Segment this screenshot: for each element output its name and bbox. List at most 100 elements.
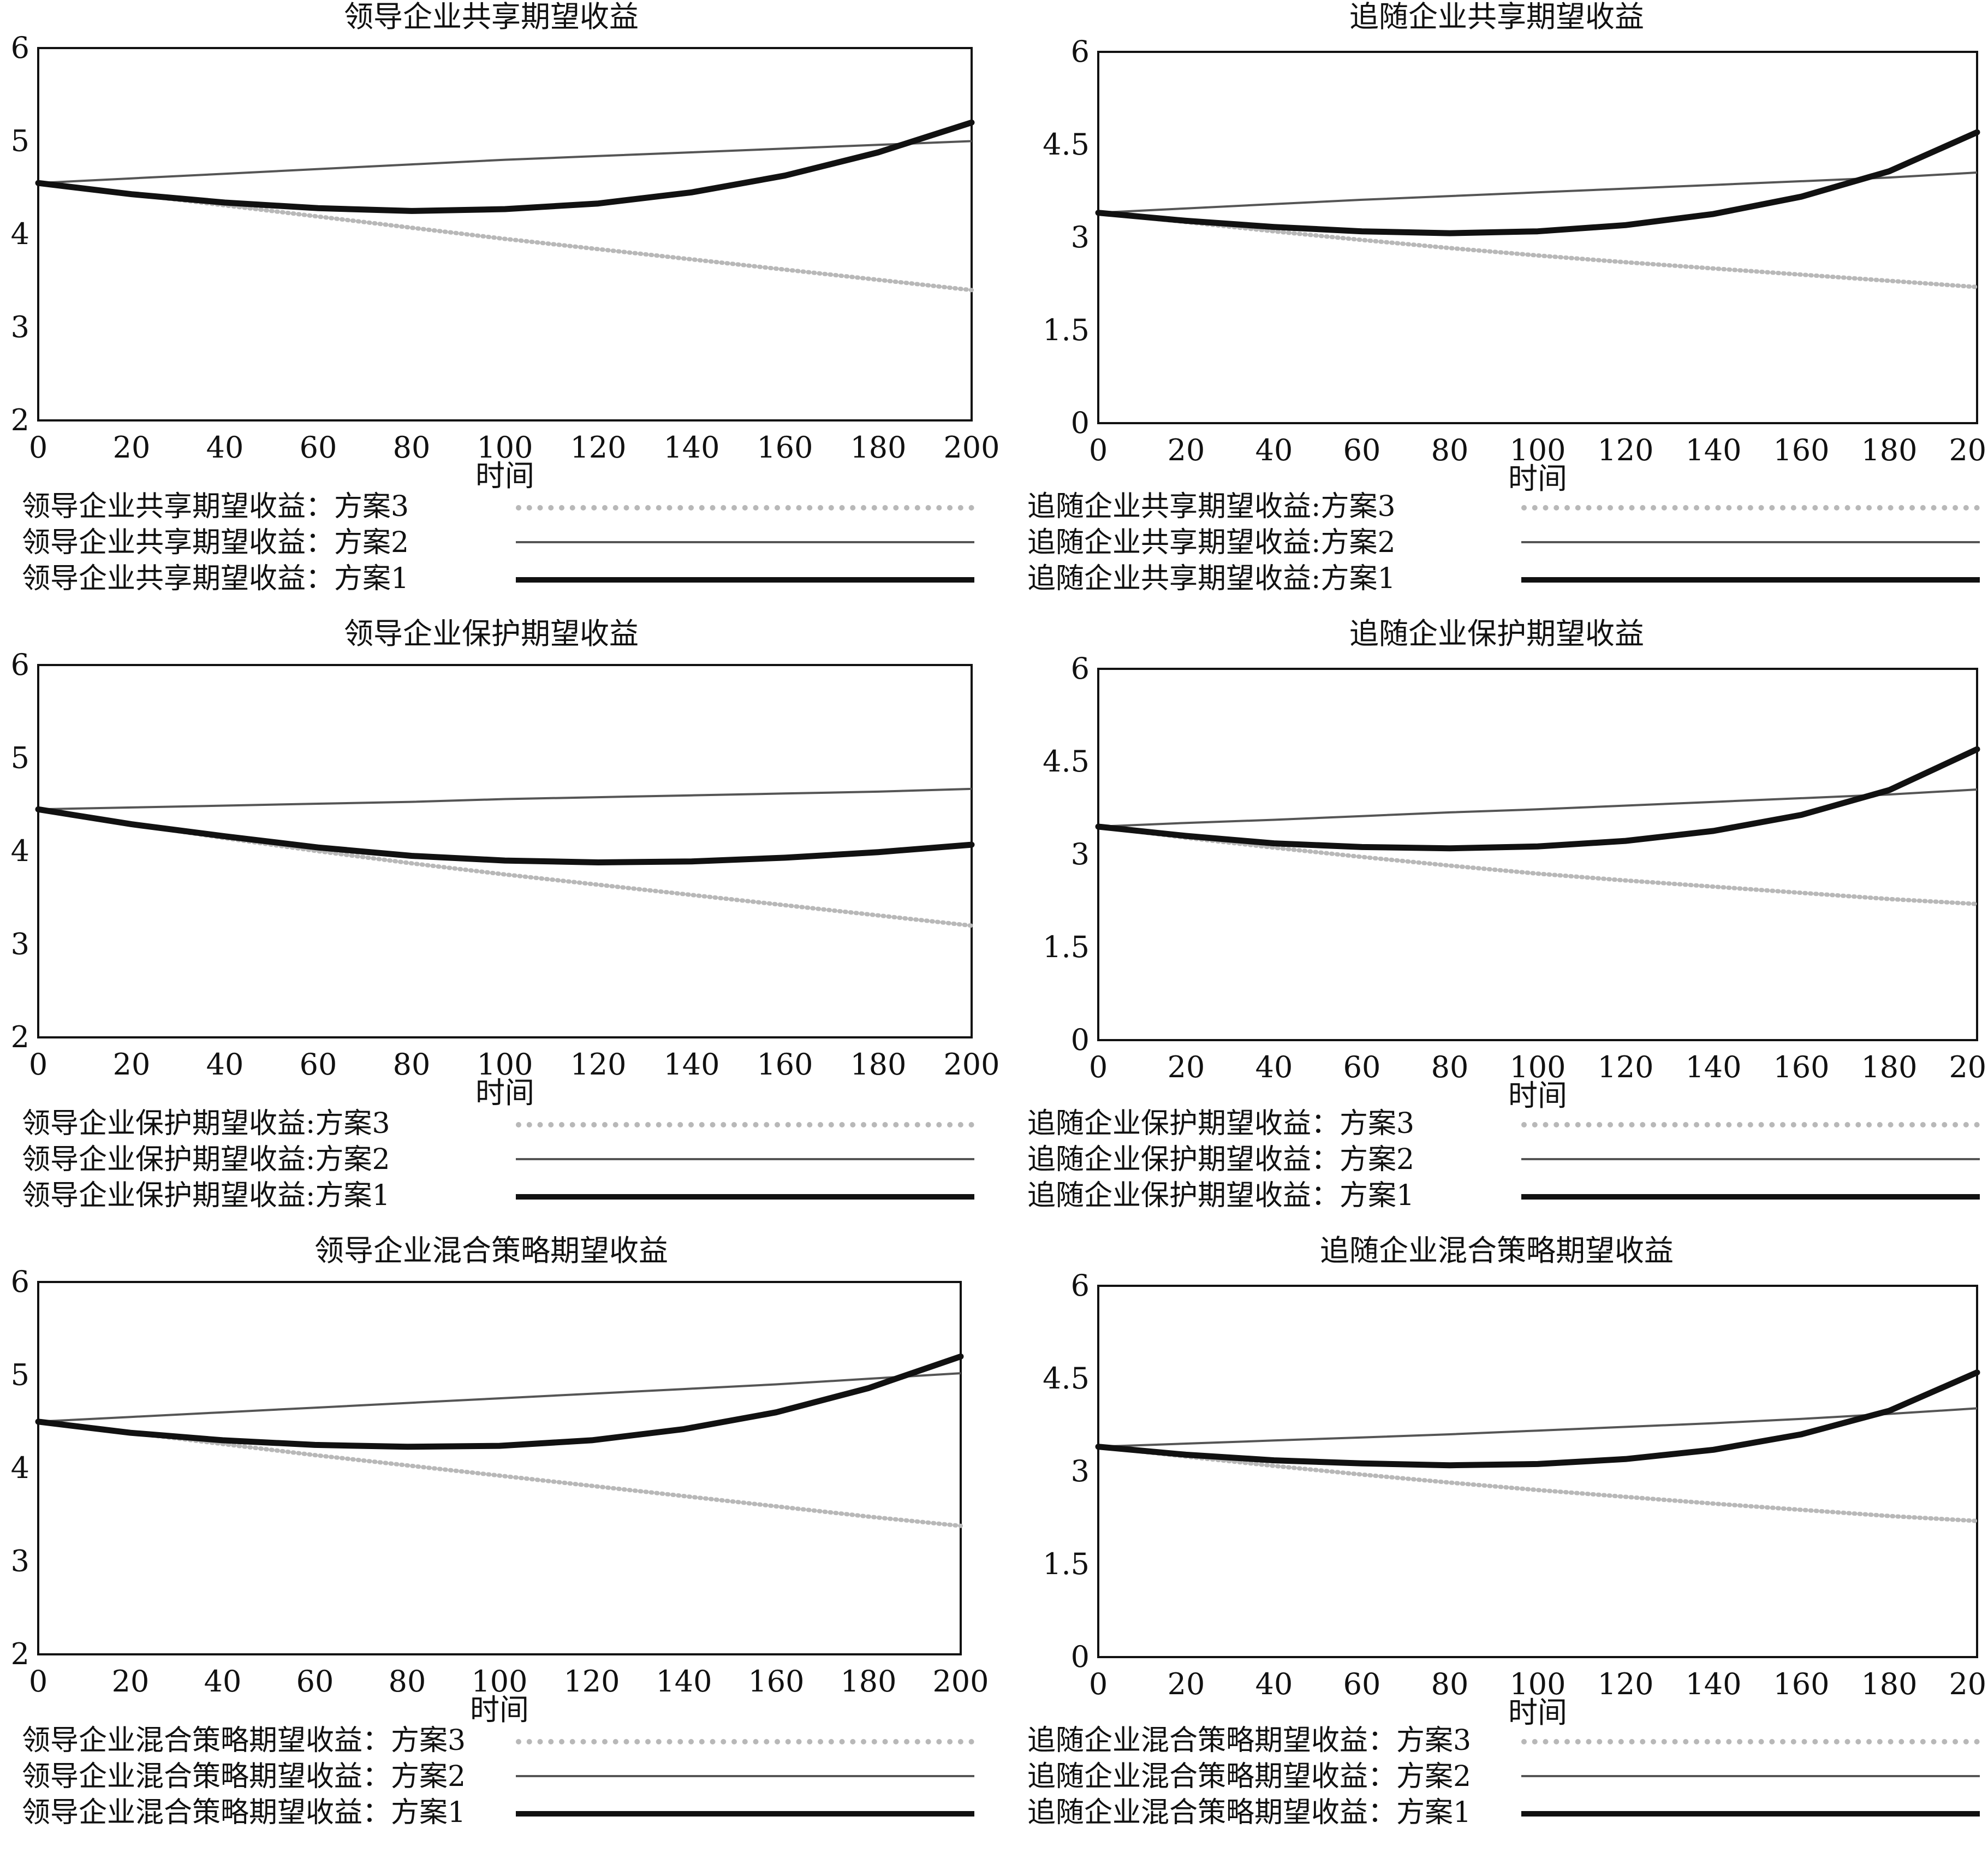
legend-label: 追随企业保护期望收益：方案3 (1027, 1107, 1415, 1140)
plot-frame (37, 47, 973, 422)
y-tick-label: 5 (11, 1358, 29, 1392)
series-line-scheme2 (38, 787, 972, 811)
y-tick-label: 6 (1071, 651, 1090, 686)
series-line-scheme1 (35, 806, 975, 865)
x-axis-label: 时间 (470, 1693, 529, 1727)
x-axis-label: 时间 (1508, 461, 1567, 496)
x-tick-label: 100 (1509, 1667, 1566, 1701)
legend-label: 领导企业保护期望收益:方案3 (22, 1107, 390, 1140)
x-tick-label: 120 (563, 1664, 620, 1699)
legend-swatch-scheme3 (1521, 1122, 1980, 1127)
legend-swatch-scheme2 (1521, 1775, 1980, 1777)
y-tick-label: 3 (1071, 220, 1090, 254)
legend-label: 追随企业混合策略期望收益：方案1 (1027, 1796, 1472, 1829)
x-tick-label: 20 (1168, 1050, 1205, 1084)
legend-item-scheme3: 追随企业保护期望收益：方案3 (1027, 1106, 1988, 1142)
x-tick-label: 200 (932, 1664, 989, 1699)
x-tick-label: 100 (477, 1047, 533, 1082)
y-tick-label: 6 (1071, 34, 1090, 69)
series-line-scheme3 (36, 807, 974, 928)
x-tick-label: 200 (1949, 433, 1988, 467)
y-tick-label: 6 (1071, 1268, 1090, 1303)
legend-label: 追随企业保护期望收益：方案2 (1027, 1143, 1415, 1176)
y-tick-label: 4 (11, 217, 29, 251)
series-line-scheme1 (1095, 746, 1980, 852)
legend-label: 追随企业共享期望收益:方案2 (1027, 526, 1396, 559)
y-tick-label: 6 (11, 31, 29, 65)
x-tick-label: 0 (29, 1047, 47, 1082)
x-tick-label: 100 (471, 1664, 527, 1699)
legend-swatch-scheme1 (1521, 1811, 1980, 1817)
series-line-scheme3 (1096, 1444, 1979, 1523)
legend-label: 追随企业混合策略期望收益：方案2 (1027, 1760, 1472, 1793)
panel-follower-sharing: 追随企业共享期望收益 0 1.5 3 4.5 6 0 20 40 60 80 100 120 140 16… (1005, 0, 1988, 609)
y-tick-label: 3 (11, 310, 29, 345)
legend-item-scheme2: 追随企业共享期望收益:方案2 (1027, 525, 1988, 561)
legend-swatch-scheme3 (1521, 1739, 1980, 1744)
x-tick-label: 200 (1949, 1050, 1988, 1084)
x-tick-label: 200 (1949, 1667, 1988, 1701)
x-tick-label: 80 (1431, 1667, 1469, 1701)
y-tick-label: 4.5 (1043, 744, 1090, 779)
x-tick-label: 140 (1685, 1667, 1741, 1701)
series-line-scheme2 (1098, 171, 1978, 214)
x-tick-label: 40 (1255, 1667, 1293, 1701)
x-tick-label: 20 (1168, 1667, 1205, 1701)
legend-item-scheme3: 领导企业共享期望收益：方案3 (22, 489, 983, 525)
legend-swatch-scheme2 (516, 1158, 974, 1160)
x-tick-label: 160 (748, 1664, 804, 1699)
legend-item-scheme1: 领导企业混合策略期望收益：方案1 (22, 1795, 983, 1831)
x-tick-label: 120 (1597, 1050, 1653, 1084)
legend-item-scheme2: 追随企业混合策略期望收益：方案2 (1027, 1759, 1988, 1795)
x-tick-label: 140 (656, 1664, 712, 1699)
legend-item-scheme1: 领导企业保护期望收益:方案1 (22, 1178, 983, 1214)
y-tick-label: 2 (11, 1020, 29, 1054)
series-line-scheme2 (38, 140, 972, 185)
legend-label: 领导企业保护期望收益:方案2 (22, 1143, 390, 1176)
legend-item-scheme2: 追随企业保护期望收益：方案2 (1027, 1142, 1988, 1178)
x-tick-label: 0 (29, 430, 47, 465)
x-tick-label: 40 (206, 1047, 244, 1082)
series-line-scheme1 (35, 1353, 964, 1450)
legend: 追随企业共享期望收益:方案3 追随企业共享期望收益:方案2 追随企业共享期望收益… (1027, 489, 1988, 597)
panel-title: 追随企业保护期望收益 (1349, 616, 1644, 651)
legend-item-scheme1: 领导企业共享期望收益：方案1 (22, 561, 983, 597)
legend-label: 领导企业共享期望收益：方案3 (22, 490, 409, 523)
x-tick-label: 20 (113, 430, 151, 465)
y-tick-label: 1.5 (1043, 930, 1090, 964)
legend-label: 领导企业混合策略期望收益：方案1 (22, 1796, 466, 1829)
x-tick-label: 20 (113, 1047, 151, 1082)
x-tick-label: 0 (1089, 1667, 1108, 1701)
x-tick-label: 100 (1509, 433, 1566, 467)
x-tick-label: 180 (850, 430, 906, 465)
legend-item-scheme3: 追随企业共享期望收益:方案3 (1027, 489, 1988, 525)
series-line-scheme2 (1098, 788, 1978, 828)
x-axis-label: 时间 (475, 459, 534, 493)
legend-item-scheme3: 领导企业混合策略期望收益：方案3 (22, 1723, 983, 1759)
legend-swatch-scheme2 (516, 1775, 974, 1777)
legend-item-scheme2: 领导企业混合策略期望收益：方案2 (22, 1759, 983, 1795)
x-tick-label: 120 (570, 1047, 626, 1082)
panel-title: 追随企业混合策略期望收益 (1320, 1233, 1674, 1268)
legend-label: 领导企业共享期望收益：方案1 (22, 562, 409, 595)
legend-item-scheme1: 追随企业保护期望收益：方案1 (1027, 1178, 1988, 1214)
legend-swatch-scheme1 (1521, 577, 1980, 583)
x-tick-label: 40 (1255, 1050, 1293, 1084)
series-line-scheme3 (1096, 824, 1979, 906)
x-tick-label: 160 (1773, 433, 1829, 467)
x-axis-label: 时间 (475, 1076, 534, 1110)
x-tick-label: 120 (570, 430, 626, 465)
x-tick-label: 200 (943, 1047, 999, 1082)
legend: 领导企业共享期望收益：方案3 领导企业共享期望收益：方案2 领导企业共享期望收益… (22, 489, 983, 597)
legend-swatch-scheme3 (516, 1739, 974, 1744)
panel-title: 领导企业混合策略期望收益 (314, 1233, 668, 1268)
legend-label: 追随企业保护期望收益：方案1 (1027, 1179, 1415, 1212)
x-tick-label: 180 (850, 1047, 906, 1082)
x-axis-label: 时间 (1508, 1078, 1567, 1113)
x-tick-label: 180 (1861, 1050, 1917, 1084)
x-tick-label: 160 (1773, 1667, 1829, 1701)
y-tick-label: 4 (11, 834, 29, 868)
